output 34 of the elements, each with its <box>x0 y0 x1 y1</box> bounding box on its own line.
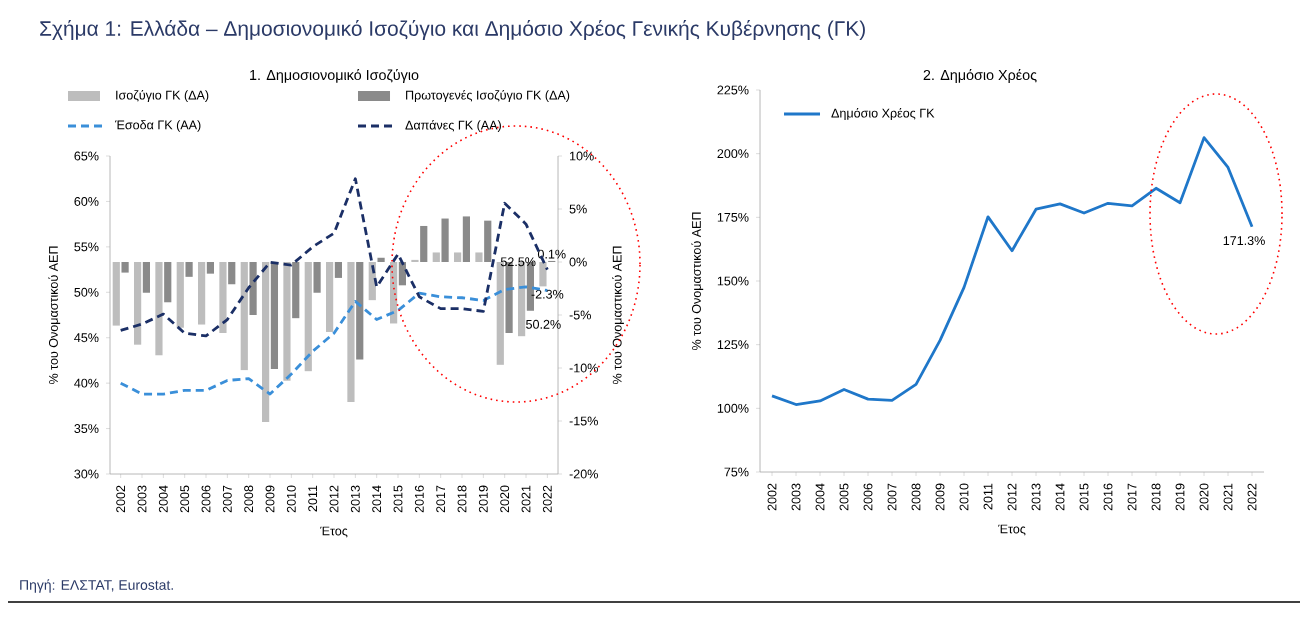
bar <box>270 262 279 370</box>
bar <box>185 262 193 277</box>
bar <box>240 262 248 371</box>
bar <box>198 262 206 325</box>
bar <box>155 262 163 356</box>
bar <box>539 262 547 287</box>
bar <box>313 262 321 293</box>
bar <box>121 262 129 273</box>
bar <box>134 262 142 345</box>
bar <box>219 262 227 334</box>
bar <box>484 220 492 262</box>
bar <box>262 262 270 423</box>
bar <box>142 262 151 293</box>
bar <box>454 252 462 262</box>
bar <box>462 216 471 262</box>
bar <box>432 252 440 262</box>
chart-title: Σχήμα 1: Ελλάδα – Δημοσιονομικό Ισοζύγιο και Δημόσιο Χρέος Γενικής Κυβέρνησης (ΓΚ) <box>40 19 865 41</box>
bar <box>496 262 504 365</box>
bar <box>356 262 364 360</box>
bar <box>112 262 120 326</box>
bar <box>441 218 449 262</box>
bar <box>326 262 334 332</box>
bar <box>292 262 300 319</box>
bar <box>304 262 312 372</box>
bar <box>164 262 172 303</box>
bar <box>475 252 483 262</box>
bar <box>249 262 257 315</box>
bar <box>420 225 428 262</box>
bar <box>228 262 236 285</box>
bar <box>206 262 215 274</box>
bar <box>334 262 343 278</box>
bar <box>283 262 291 381</box>
bar <box>176 262 184 328</box>
bar <box>347 262 355 402</box>
